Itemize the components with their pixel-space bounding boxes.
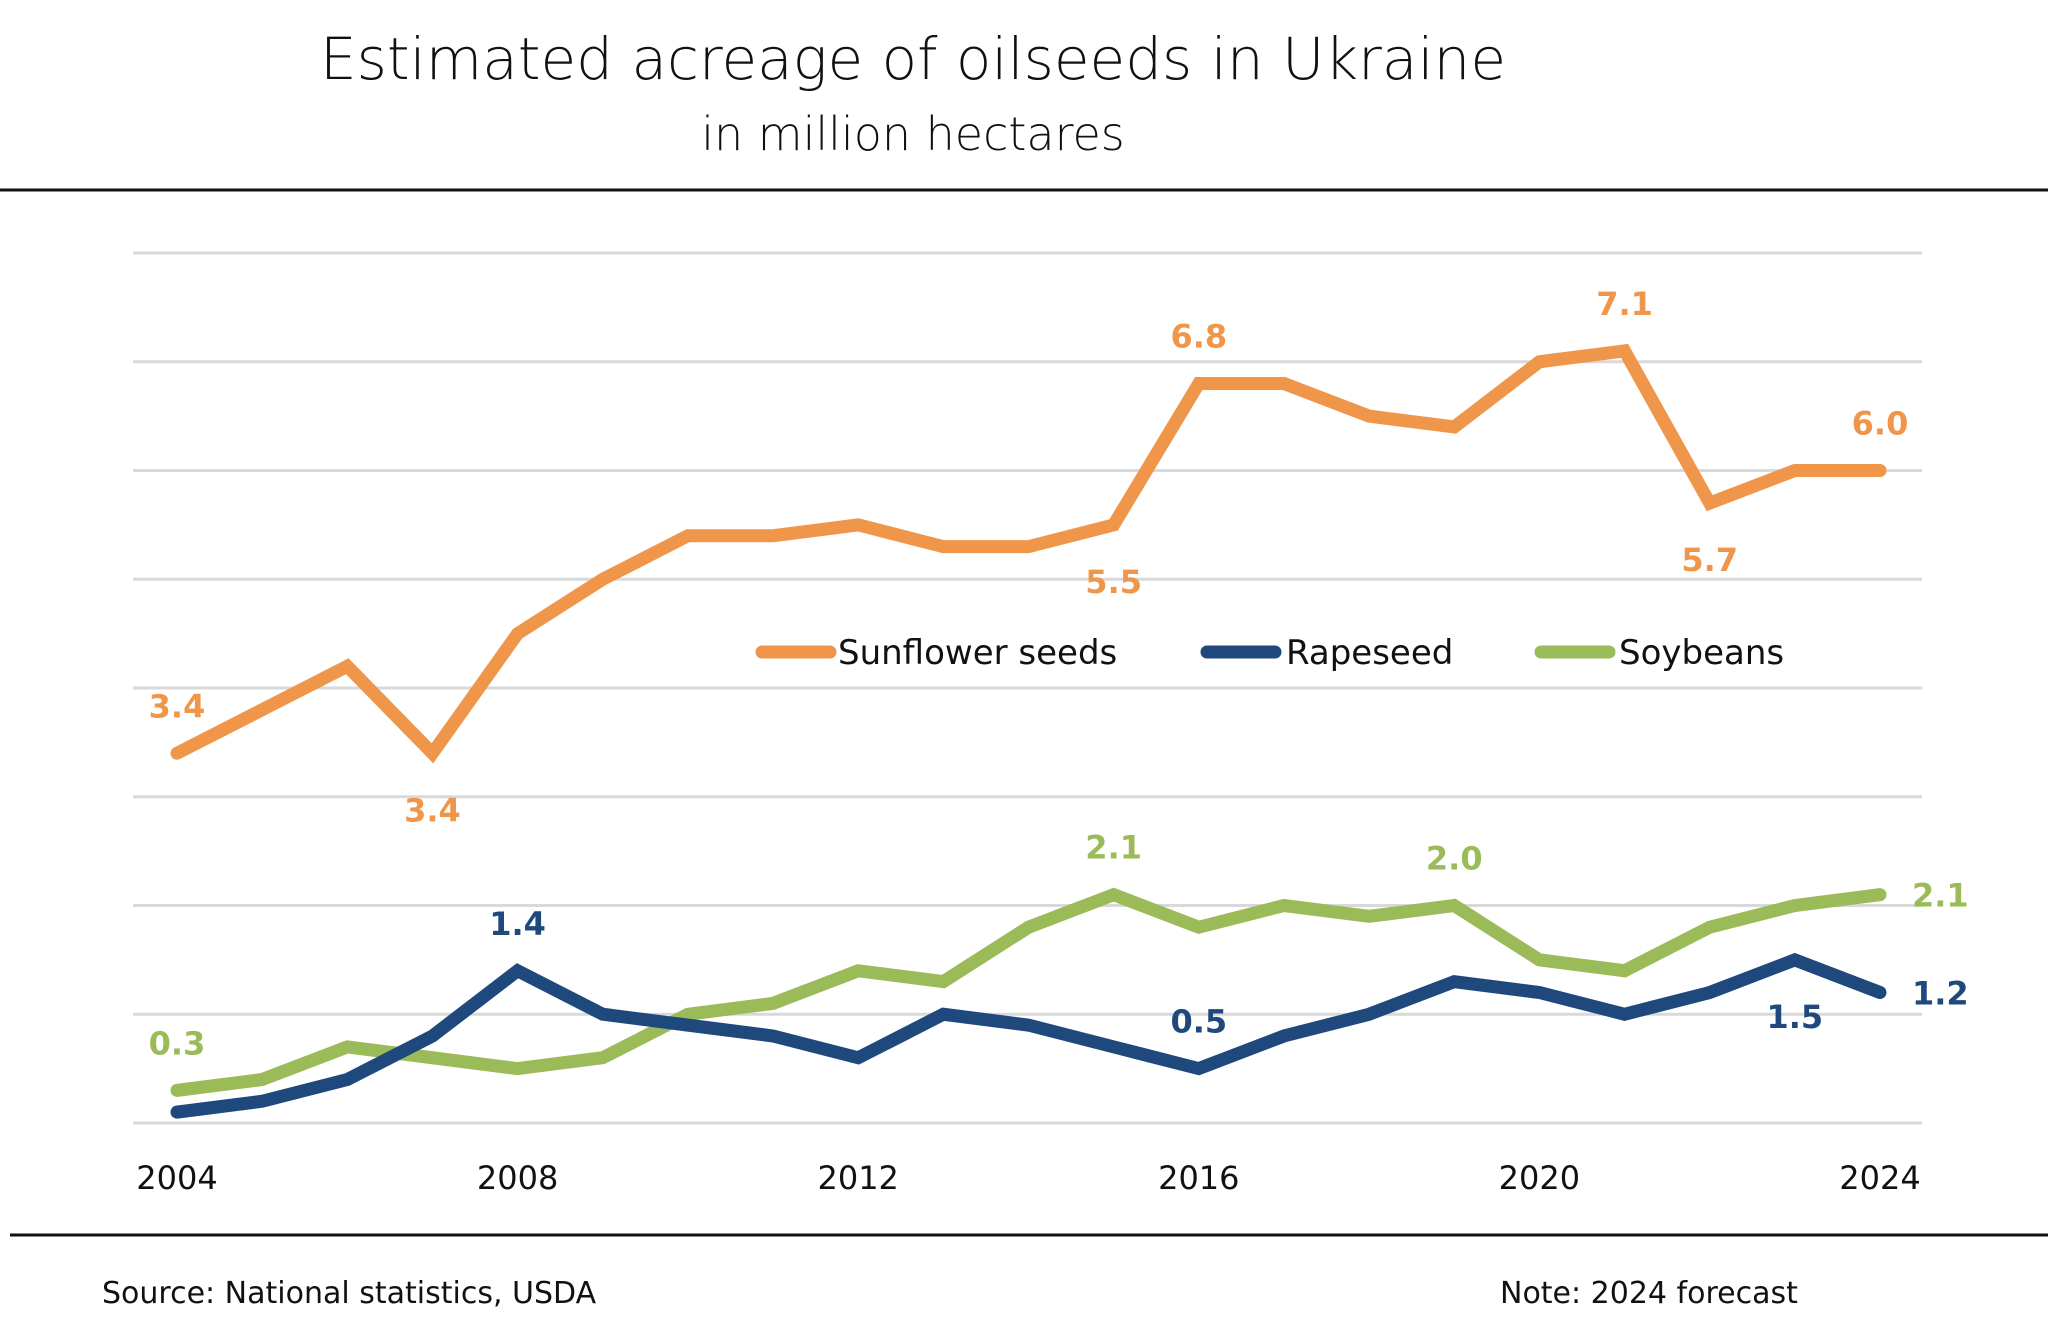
chart-title: Estimated acreage of oilseeds in Ukraine <box>320 25 1506 93</box>
data-label: 2.0 <box>1426 840 1483 878</box>
data-label: 1.4 <box>489 905 546 943</box>
legend-item-soybeans[interactable]: Soybeans <box>1534 633 1784 673</box>
legend-label-soybeans: Soybeans <box>1619 633 1784 673</box>
data-label: 2.1 <box>1912 877 1969 915</box>
data-label: 3.4 <box>149 687 206 725</box>
x-axis-ticks: 2004 2008 2012 2016 2020 2024 <box>136 1159 1920 1197</box>
data-labels: 3.4 3.4 5.5 6.8 7.1 5.7 6.0 1.4 0.5 1.5 1.2 0.3 2.1 2… <box>149 285 1969 1063</box>
data-label: 1.5 <box>1767 998 1824 1036</box>
x-tick-label: 2020 <box>1499 1159 1580 1197</box>
data-label: 5.7 <box>1681 541 1738 579</box>
x-tick-label: 2024 <box>1839 1159 1920 1197</box>
legend-item-rapeseed[interactable]: Rapeseed <box>1200 633 1453 673</box>
data-label: 0.3 <box>149 1024 206 1062</box>
source-note: Source: National statistics, USDA <box>102 1276 597 1311</box>
data-label: 1.2 <box>1912 975 1969 1013</box>
legend-item-sunflower[interactable]: Sunflower seeds <box>755 633 1117 673</box>
x-tick-label: 2016 <box>1158 1159 1239 1197</box>
series-lines <box>170 343 1887 1119</box>
data-label: 6.0 <box>1852 405 1909 443</box>
data-label: 6.8 <box>1170 318 1227 356</box>
series-line-sunflower-seeds <box>170 343 1887 764</box>
x-tick-label: 2004 <box>136 1159 217 1197</box>
data-label: 2.1 <box>1085 829 1142 867</box>
data-label: 3.4 <box>404 791 461 829</box>
chart-subtitle: in million hectares <box>701 107 1125 161</box>
data-label: 7.1 <box>1596 285 1653 323</box>
legend: Sunflower seeds Rapeseed Soybeans <box>755 633 1784 673</box>
legend-label-rapeseed: Rapeseed <box>1286 633 1453 673</box>
x-tick-label: 2012 <box>817 1159 898 1197</box>
series-line-soybeans <box>170 887 1887 1097</box>
gridlines <box>133 251 1922 1125</box>
forecast-note: Note: 2024 forecast <box>1500 1276 1798 1311</box>
data-label: 0.5 <box>1170 1003 1227 1041</box>
x-tick-label: 2008 <box>477 1159 558 1197</box>
legend-label-sunflower: Sunflower seeds <box>838 633 1117 673</box>
data-label: 5.5 <box>1085 563 1142 601</box>
